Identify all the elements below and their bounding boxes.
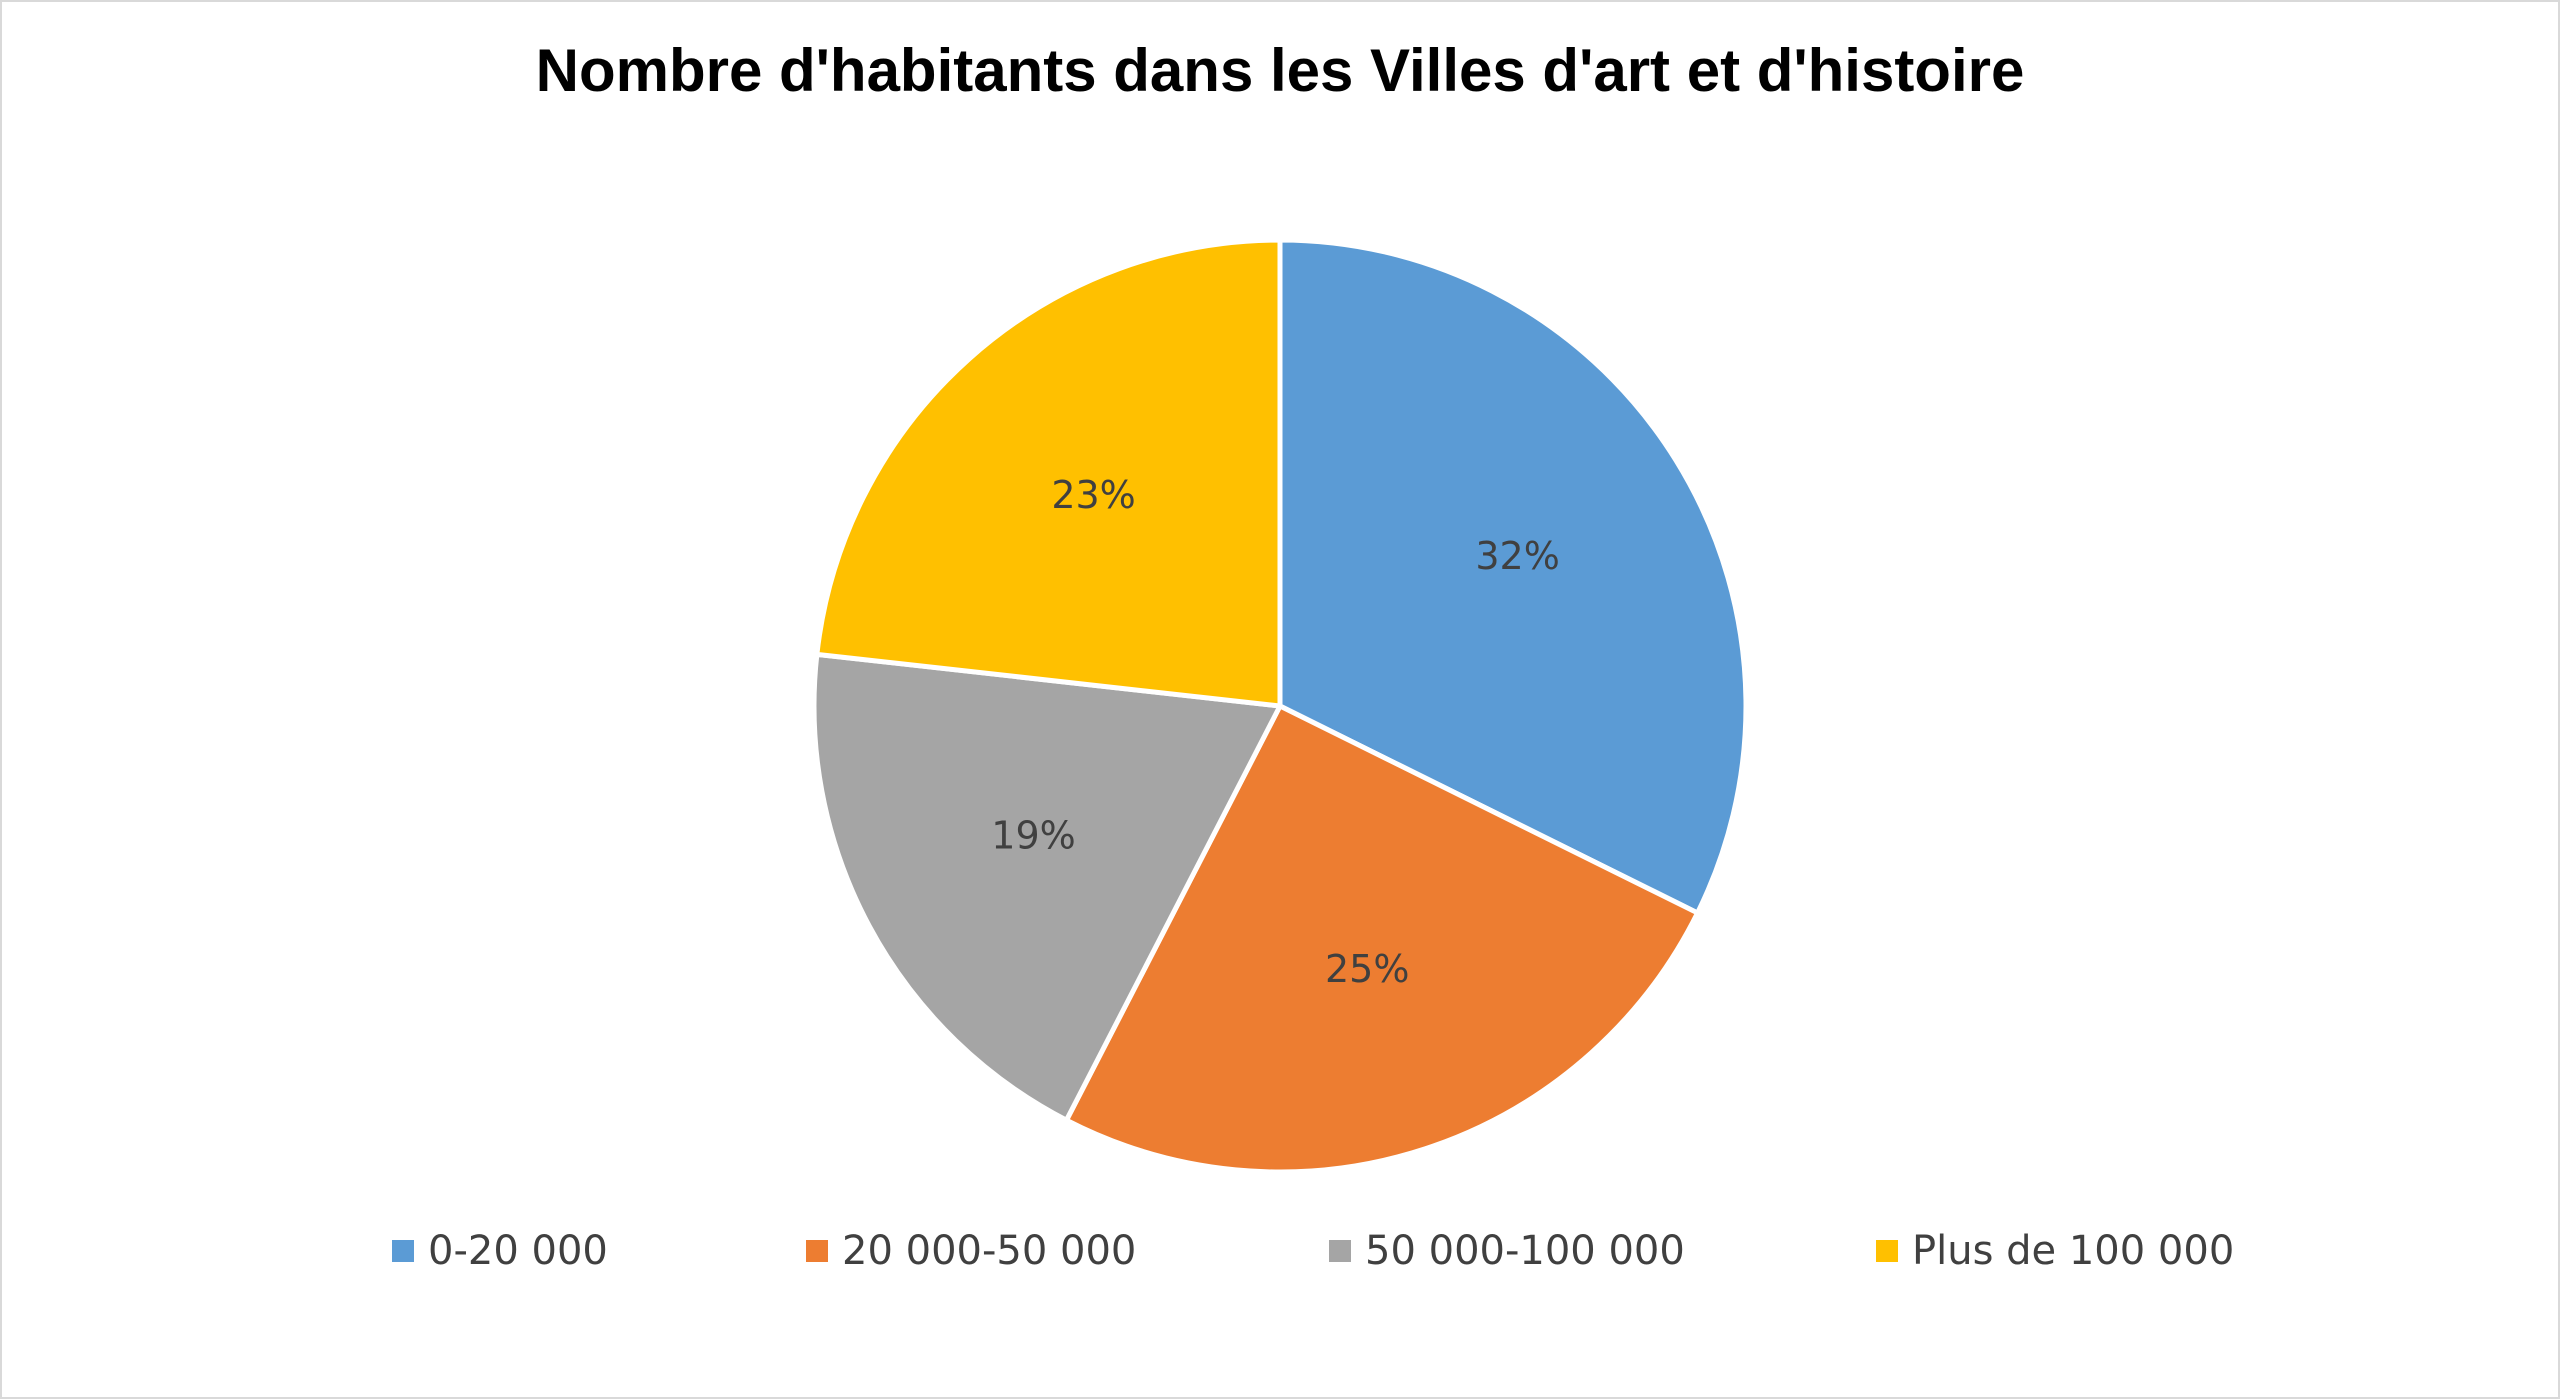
- legend-label-2: 50 000-100 000: [1365, 1228, 1685, 1274]
- chart-title: Nombre d'habitants dans les Villes d'art…: [535, 37, 2025, 104]
- legend-item-2: 50 000-100 000: [1329, 1228, 1685, 1274]
- legend-label-3: Plus de 100 000: [1912, 1228, 2235, 1274]
- legend-label-1: 20 000-50 000: [842, 1228, 1137, 1274]
- legend-swatch-2: [1329, 1240, 1351, 1262]
- legend-swatch-0: [392, 1240, 414, 1262]
- legend-swatch-1: [806, 1240, 828, 1262]
- pie-slice-2: [811, 651, 1283, 1123]
- slice-data-label-1: 25%: [1325, 947, 1409, 991]
- legend-item-1: 20 000-50 000: [806, 1228, 1136, 1274]
- legend-swatch-3: [1876, 1240, 1898, 1262]
- slice-data-label-3: 23%: [1051, 473, 1135, 517]
- legend-item-0: 0-20 000: [392, 1228, 608, 1274]
- slice-data-label-0: 32%: [1475, 534, 1559, 578]
- legend-item-3: Plus de 100 000: [1876, 1228, 2234, 1274]
- pie-slice-3: [814, 237, 1283, 709]
- pie-slice-1: [1063, 703, 1701, 1175]
- legend-label-0: 0-20 000: [428, 1228, 608, 1274]
- legend: 0-20 000 20 000-50 000 50 000-100 000 Pl…: [0, 1228, 2560, 1288]
- slice-data-label-2: 19%: [991, 814, 1075, 858]
- pie-slice-0: [1277, 237, 1749, 916]
